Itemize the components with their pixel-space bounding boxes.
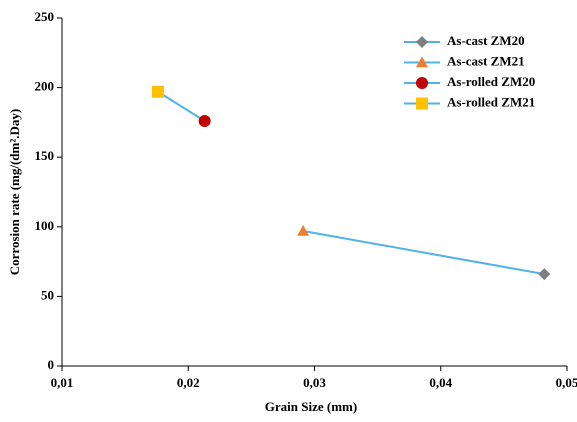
x-tick-label: 0,03	[303, 375, 326, 390]
marker	[198, 115, 211, 128]
legend-label: As-cast ZM21	[447, 53, 525, 68]
legend-marker	[416, 97, 428, 110]
connector-line	[302, 229, 545, 276]
legend-label: As-rolled ZM20	[447, 74, 535, 89]
x-tick-label: 0,05	[556, 375, 577, 390]
connector-line	[157, 90, 206, 122]
x-axis-label: Grain Size (mm)	[265, 399, 357, 414]
legend-marker	[416, 56, 428, 68]
y-tick-label: 250	[35, 9, 55, 24]
legend-label: As-rolled ZM21	[447, 94, 535, 109]
y-tick-label: 50	[41, 287, 54, 302]
legend-label: As-cast ZM20	[447, 33, 525, 48]
marker	[297, 224, 310, 236]
marker	[538, 268, 551, 281]
x-tick-label: 0,04	[429, 375, 452, 390]
y-tick-label: 200	[35, 79, 55, 94]
legend-marker	[416, 77, 428, 89]
x-tick-label: 0,02	[177, 375, 200, 390]
y-axis-label: Corrosion rate (mg/(dm².Day)	[7, 109, 22, 276]
y-tick-label: 0	[48, 357, 55, 372]
marker	[151, 85, 164, 98]
y-tick-label: 150	[35, 148, 55, 163]
y-tick-label: 100	[35, 218, 55, 233]
legend-marker	[416, 36, 428, 48]
x-tick-label: 0,01	[51, 375, 74, 390]
